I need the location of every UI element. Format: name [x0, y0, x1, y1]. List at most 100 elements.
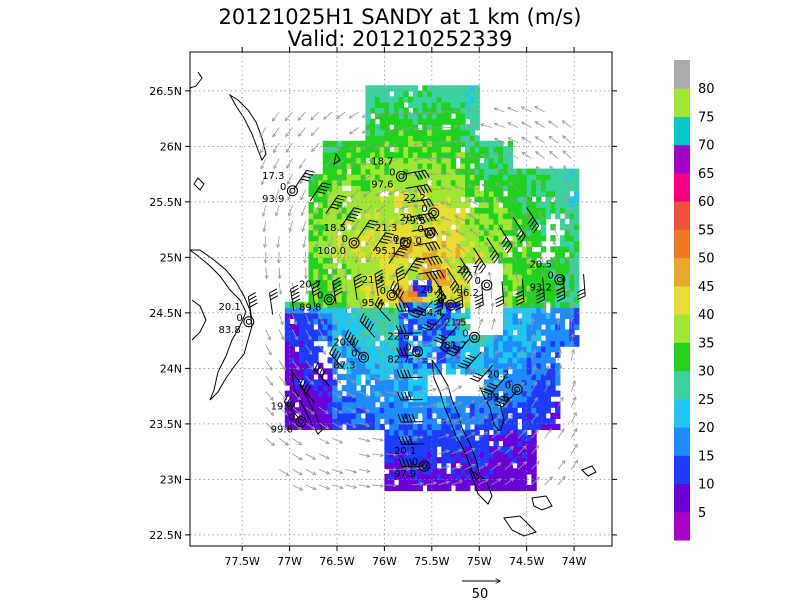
speed-cell: [574, 185, 580, 192]
wind-barb-flag: [412, 263, 422, 267]
speed-cell: [398, 462, 404, 469]
speed-cell: [374, 174, 381, 181]
speed-cell: [460, 312, 466, 320]
wind-vector-head: [278, 290, 283, 295]
wind-barb-flag: [249, 298, 258, 305]
station-wind: 20.7: [457, 265, 479, 276]
wind-vector: [504, 446, 514, 455]
station-wind: 20.1: [394, 446, 416, 457]
speed-cell: [460, 168, 466, 175]
wind-vector: [357, 267, 360, 279]
wind-vector: [531, 365, 537, 377]
speed-cell: [389, 446, 395, 453]
speed-cell: [336, 179, 343, 186]
wind-vector-head: [263, 259, 268, 264]
speed-cell: [313, 346, 319, 353]
speed-cell: [526, 168, 532, 175]
speed-cell: [502, 251, 509, 258]
speed-cell: [431, 368, 438, 375]
wind-barb-flag: [301, 380, 307, 389]
wind-vector-head: [456, 336, 461, 341]
speed-cell: [502, 212, 509, 220]
speed-cell: [318, 190, 324, 197]
speed-cell: [436, 96, 442, 103]
speed-cell: [436, 473, 442, 480]
speed-cell: [512, 312, 518, 320]
wind-vector-head: [520, 121, 526, 126]
speed-cell: [355, 251, 362, 258]
speed-cell: [526, 251, 532, 258]
speed-cell: [450, 412, 457, 419]
wind-barb-flag: [331, 348, 337, 357]
speed-cell: [441, 318, 447, 325]
speed-cell: [441, 473, 447, 480]
speed-cell: [460, 218, 466, 225]
speed-cell: [493, 351, 499, 358]
speed-cell: [417, 207, 423, 214]
speed-cell: [384, 207, 390, 214]
y-tick-label: 24.5N: [149, 307, 182, 320]
wind-vector: [414, 266, 426, 268]
wind-vector: [318, 329, 325, 340]
speed-cell: [417, 96, 423, 103]
speed-cell: [403, 179, 409, 186]
speed-cell: [398, 257, 404, 264]
speed-cell: [365, 401, 371, 408]
speed-cell: [545, 262, 551, 270]
speed-cell: [465, 484, 471, 492]
station-wind: 20.6: [333, 337, 355, 348]
speed-cell: [441, 163, 447, 170]
speed-cell: [379, 390, 386, 397]
speed-cell: [365, 101, 371, 109]
speed-cell: [393, 440, 400, 447]
speed-cell: [502, 207, 509, 214]
speed-cell: [531, 190, 537, 197]
speed-cell: [384, 268, 390, 275]
x-tick-label: 76W: [372, 555, 397, 568]
speed-cell: [379, 118, 386, 125]
speed-cell: [365, 118, 371, 125]
wind-barb-staff: [268, 292, 274, 315]
speed-cell: [512, 318, 518, 325]
wind-vector: [517, 350, 523, 361]
speed-cell: [431, 440, 438, 447]
speed-cell: [446, 362, 452, 369]
speed-cell: [379, 107, 386, 114]
speed-cell: [360, 296, 367, 303]
speed-cell: [417, 107, 423, 114]
speed-cell: [403, 423, 409, 431]
speed-cell: [559, 207, 566, 214]
wind-vector: [569, 287, 572, 299]
wind-vector-head: [400, 111, 405, 116]
speed-cell: [498, 246, 504, 253]
speed-cell: [512, 201, 518, 209]
speed-cell: [308, 246, 314, 253]
speed-cell: [384, 140, 390, 147]
speed-cell: [512, 457, 518, 464]
speed-cell: [365, 190, 371, 197]
speed-cell: [294, 396, 300, 403]
speed-cell: [450, 140, 457, 147]
wind-vector-head: [284, 117, 289, 122]
speed-cell: [322, 251, 329, 258]
speed-cell: [545, 196, 551, 203]
wind-vector-head: [471, 463, 476, 468]
speed-cell: [355, 379, 362, 386]
speed-cell: [460, 351, 466, 358]
speed-cell: [389, 396, 395, 403]
speed-cell: [507, 146, 514, 153]
speed-cell: [450, 423, 457, 431]
speed-cell: [412, 290, 419, 297]
wind-vector: [411, 436, 424, 439]
speed-cell: [318, 218, 324, 225]
wind-vector-head: [562, 135, 567, 140]
speed-cell: [327, 196, 333, 203]
speed-cell: [332, 168, 338, 175]
wind-vector: [362, 158, 373, 166]
speed-cell: [465, 473, 471, 480]
wind-vector: [278, 267, 281, 279]
wind-vector: [530, 318, 534, 330]
speed-cell: [393, 307, 400, 314]
speed-cell: [389, 340, 395, 347]
wind-vector: [570, 333, 574, 346]
